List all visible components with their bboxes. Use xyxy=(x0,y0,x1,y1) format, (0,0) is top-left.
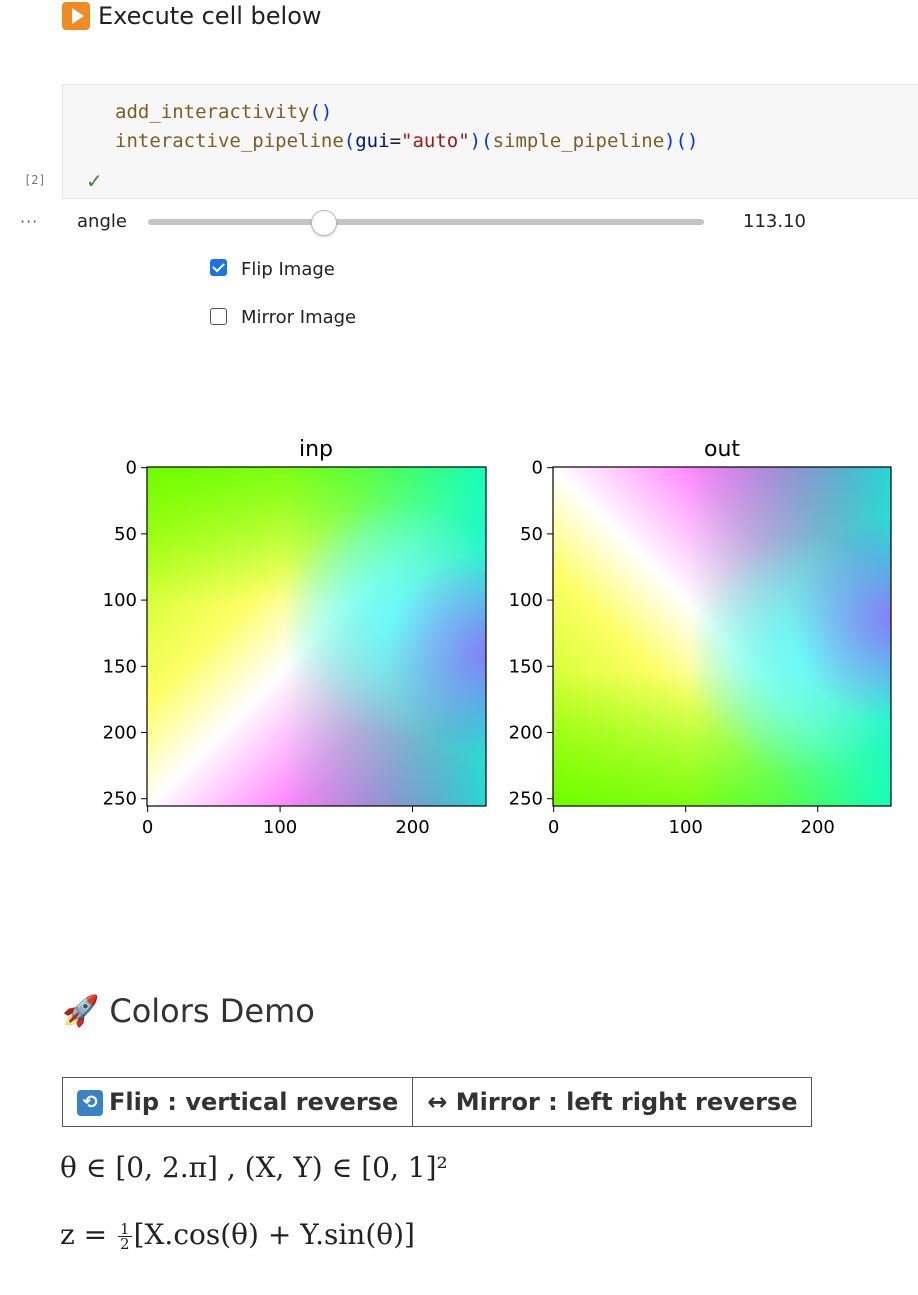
section-heading: 🚀 Colors Demo xyxy=(62,992,315,1030)
xtick-label-inp: 200 xyxy=(395,817,429,838)
slider-value[interactable]: 113.10 xyxy=(743,211,806,232)
flip-image-checkbox[interactable] xyxy=(210,259,227,276)
code-token: add_interactivity xyxy=(115,101,310,123)
code-token: ) xyxy=(469,130,482,152)
mirror-image-label[interactable]: Mirror Image xyxy=(241,307,357,328)
formula-z-lhs: z = xyxy=(60,1218,108,1251)
ytick-label-out: 100 xyxy=(509,590,543,611)
markdown-heading: Execute cell below xyxy=(62,2,322,30)
flip-description: Flip : vertical reverse xyxy=(109,1088,399,1116)
code-token: simple_pipeline xyxy=(492,130,665,152)
ytick-label-out: 200 xyxy=(509,723,543,744)
markdown-heading-text: Execute cell below xyxy=(98,2,322,30)
check-icon: ✓ xyxy=(86,169,103,193)
plot-title-inp: inp xyxy=(299,437,333,462)
code-line-1: add_interactivity() xyxy=(115,101,332,123)
rocket-icon: 🚀 xyxy=(62,993,100,1029)
code-token: ) xyxy=(664,130,676,152)
ytick-label-inp: 100 xyxy=(103,590,137,611)
fraction-denominator: 2 xyxy=(120,1235,130,1253)
formula-z: z = 1 2 [X.cos(θ) + Y.sin(θ)] xyxy=(60,1218,415,1253)
code-token: "auto" xyxy=(401,130,470,152)
image-inp xyxy=(147,467,486,806)
execution-count: [2] xyxy=(24,173,46,187)
image-out xyxy=(553,467,891,806)
slider-label: angle xyxy=(77,211,127,232)
formula-domain: θ ∈ [0, 2.π] , (X, Y) ∈ [0, 1]² xyxy=(60,1151,448,1184)
mirror-cell: ↔ Mirror : left right reverse xyxy=(412,1077,813,1127)
table-row: ⟲ Flip : vertical reverse ↔ Mirror : left… xyxy=(61,1077,813,1127)
angle-slider-track[interactable] xyxy=(148,219,704,225)
code-token: ( xyxy=(481,130,493,152)
mirror-image-checkbox[interactable] xyxy=(210,308,227,325)
xtick-label-inp: 0 xyxy=(142,817,153,838)
mirror-symbol: ↔ xyxy=(427,1088,448,1116)
code-token: ) xyxy=(320,101,333,123)
xtick-label-out: 0 xyxy=(548,817,559,838)
angle-slider-handle[interactable] xyxy=(311,210,337,236)
code-token: () xyxy=(675,130,699,152)
axes-frame-out xyxy=(552,466,892,807)
code-token: ( xyxy=(343,130,356,152)
code-cell[interactable]: add_interactivity() interactive_pipeline… xyxy=(62,84,918,199)
section-heading-text: Colors Demo xyxy=(109,992,315,1030)
fraction-numerator: 1 xyxy=(118,1220,132,1238)
xtick-label-out: 200 xyxy=(801,817,835,838)
ytick-label-inp: 250 xyxy=(103,789,137,810)
ytick-label-inp: 50 xyxy=(114,524,137,545)
code-line-2: interactive_pipeline(gui="auto")(simple_… xyxy=(115,130,699,152)
code-token: gui xyxy=(355,130,390,152)
mirror-description: Mirror : left right reverse xyxy=(455,1088,798,1116)
flip-icon: ⟲ xyxy=(77,1090,103,1116)
ellipsis-icon[interactable]: ··· xyxy=(20,212,39,231)
ytick-label-out: 250 xyxy=(509,789,543,810)
xtick-label-out: 100 xyxy=(669,817,703,838)
code-token: interactive_pipeline xyxy=(115,130,344,152)
code-token: ( xyxy=(309,101,321,123)
xtick-label-inp: 100 xyxy=(263,817,297,838)
ytick-label-inp: 0 xyxy=(126,458,137,479)
ytick-label-inp: 200 xyxy=(103,723,137,744)
flip-image-label[interactable]: Flip Image xyxy=(241,259,335,280)
play-button-icon xyxy=(62,2,90,30)
plot-title-out: out xyxy=(704,437,740,462)
axes-frame-inp xyxy=(146,466,487,807)
formula-z-rhs: [X.cos(θ) + Y.sin(θ)] xyxy=(133,1218,415,1251)
ytick-label-inp: 150 xyxy=(103,656,137,677)
operations-table: ⟲ Flip : vertical reverse ↔ Mirror : left… xyxy=(61,1077,813,1127)
ytick-label-out: 0 xyxy=(532,458,543,479)
code-token: = xyxy=(389,130,402,152)
flip-cell: ⟲ Flip : vertical reverse xyxy=(61,1077,414,1127)
ytick-label-out: 150 xyxy=(509,656,543,677)
ytick-label-out: 50 xyxy=(520,524,543,545)
